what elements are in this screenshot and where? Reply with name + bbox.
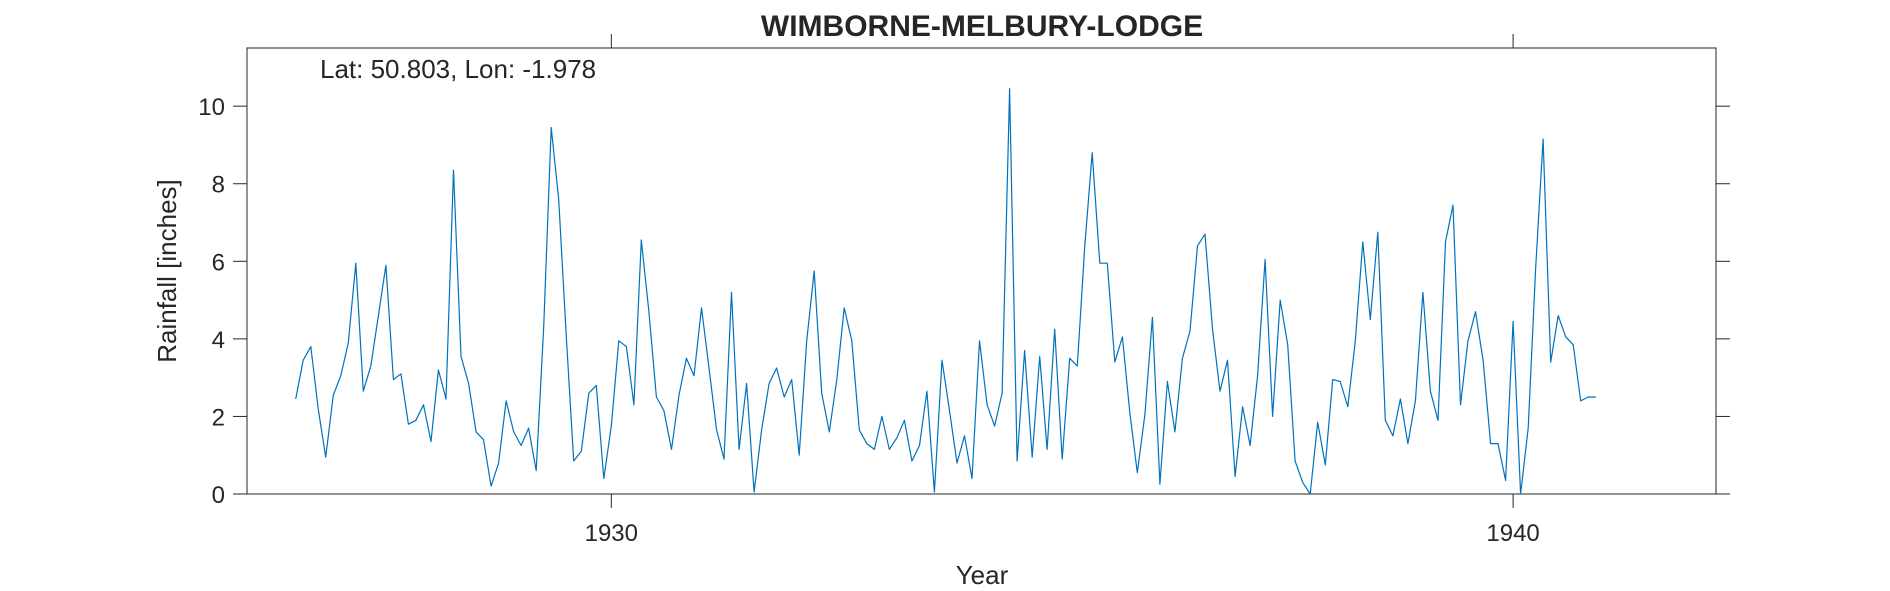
rainfall-series-line xyxy=(295,88,1596,495)
x-tick-label: 1930 xyxy=(585,520,638,547)
location-annotation: Lat: 50.803, Lon: -1.978 xyxy=(320,54,596,84)
axis-tick-labels: 0 2 4 6 8 10 1930 1940 xyxy=(198,94,1539,547)
axis-ticks xyxy=(233,34,1730,508)
x-tick-label: 1940 xyxy=(1486,520,1539,547)
y-tick-label: 4 xyxy=(212,327,225,354)
x-axis-label: Year xyxy=(956,560,1009,590)
y-axis-label: Rainfall [inches] xyxy=(152,179,182,363)
y-tick-label: 10 xyxy=(198,94,225,121)
chart-title: WIMBORNE-MELBURY-LODGE xyxy=(761,10,1203,43)
plot-area xyxy=(246,47,1717,495)
y-tick-label: 2 xyxy=(212,404,225,431)
y-tick-label: 6 xyxy=(212,249,225,276)
y-tick-label: 0 xyxy=(212,482,225,509)
y-tick-label: 8 xyxy=(212,172,225,199)
